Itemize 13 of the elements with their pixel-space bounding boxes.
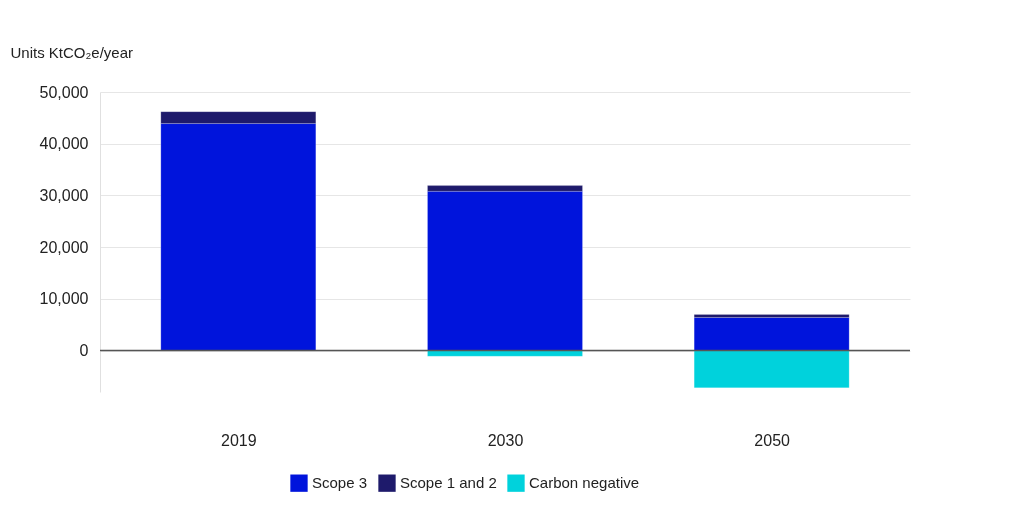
y-tick-label: 30,000: [39, 186, 89, 204]
legend-label: Carbon negative: [529, 474, 640, 492]
x-tick-label: 2019: [221, 431, 257, 449]
x-tick-label: 2030: [487, 431, 524, 449]
y-tick-label: 20,000: [39, 238, 89, 256]
legend-label: Scope 1 and 2: [400, 474, 497, 492]
y-tick-label: 10,000: [39, 290, 89, 308]
y-tick-label: 0: [79, 342, 89, 360]
y-axis-title: Units KtCO₂e/year: [10, 43, 134, 61]
x-tick-label: 2050: [754, 431, 791, 449]
y-tick-label: 40,000: [39, 135, 89, 153]
y-tick-label: 50,000: [39, 83, 89, 101]
legend-label: Scope 3: [312, 474, 368, 492]
